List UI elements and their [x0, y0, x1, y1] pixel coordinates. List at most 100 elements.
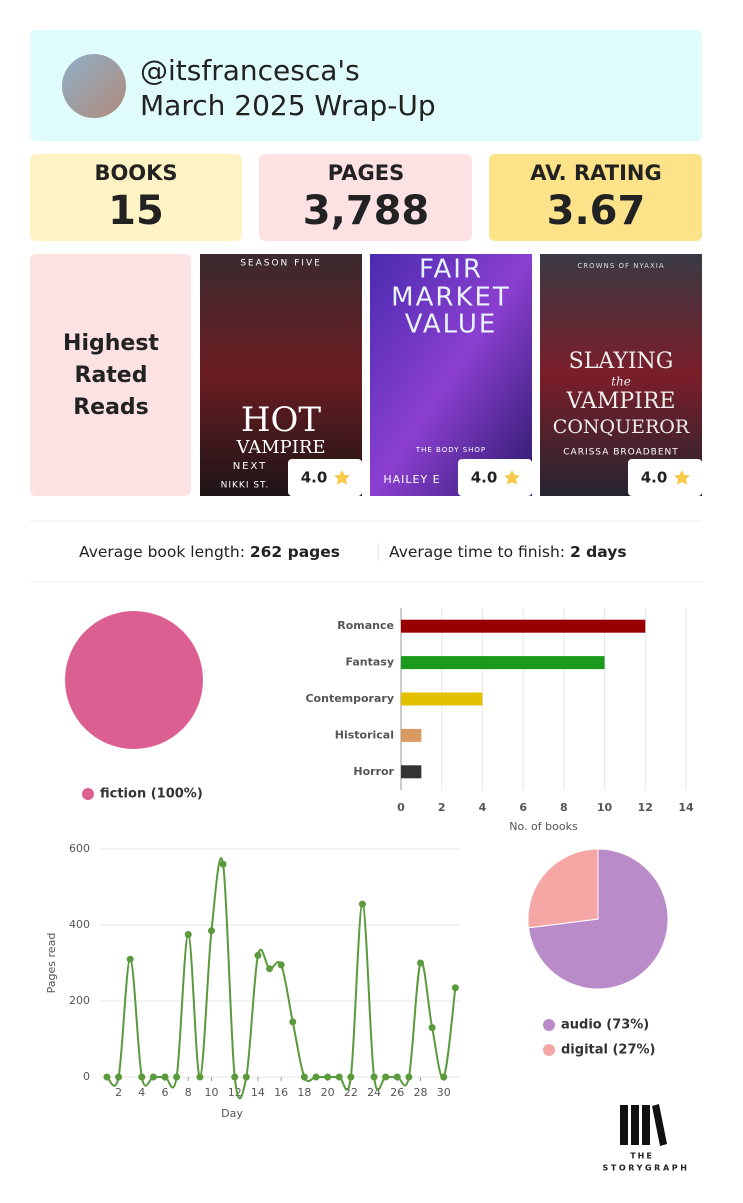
- x-tick-label: 4: [479, 801, 487, 814]
- bar: [401, 656, 605, 670]
- header-box: [30, 30, 702, 141]
- star-icon: [504, 470, 520, 485]
- cover-text: HOT: [241, 400, 322, 440]
- book-cover[interactable]: SEASON FIVE HOT VAMPIRE NEXT NIKKI ST. 4…: [200, 254, 362, 496]
- wrap-up-title: March 2025 Wrap-Up: [140, 89, 436, 122]
- legend-label: fiction (100%): [100, 787, 203, 802]
- line-point: [173, 1073, 181, 1081]
- average-length: Average book length: 262 pages: [79, 543, 340, 561]
- legend-label: audio (73%): [561, 1018, 649, 1033]
- line-point: [266, 965, 274, 973]
- line-point: [196, 1073, 204, 1081]
- y-tick-label: Horror: [353, 765, 394, 778]
- legend-label: digital (27%): [561, 1043, 656, 1058]
- legend-swatch: [543, 1044, 555, 1056]
- legend-swatch: [543, 1019, 555, 1031]
- stat-label: PAGES: [328, 161, 404, 185]
- stat-box: [30, 154, 242, 241]
- y-axis-label: Pages read: [45, 933, 58, 994]
- bar: [401, 728, 422, 742]
- line-point: [300, 1073, 308, 1081]
- line-point: [289, 1018, 297, 1026]
- cover-text: CONQUEROR: [553, 416, 690, 438]
- x-tick-label: 14: [251, 1086, 265, 1099]
- stat-value: 3,788: [303, 188, 430, 234]
- rating-badge: [458, 459, 532, 496]
- avatar: [62, 54, 126, 118]
- line-series: [105, 857, 457, 1100]
- x-tick-label: 2: [115, 1086, 122, 1099]
- cover-text: VAMPIRE: [235, 437, 325, 458]
- x-tick-label: 16: [274, 1086, 288, 1099]
- y-tick-label: 200: [69, 994, 90, 1007]
- logo-bar: [620, 1105, 628, 1145]
- line-point: [207, 927, 215, 935]
- x-tick-label: 20: [321, 1086, 335, 1099]
- line-point: [382, 1073, 390, 1081]
- y-tick-label: Contemporary: [305, 692, 394, 705]
- y-tick-label: 400: [69, 918, 90, 931]
- average-length-value: 262 pages: [250, 543, 340, 561]
- line-point: [440, 1073, 448, 1081]
- highest-rated-title: Reads: [73, 395, 149, 420]
- cover-text: NIKKI ST.: [221, 481, 270, 491]
- average-length-label: Average book length:: [79, 543, 245, 561]
- x-tick-label: 10: [204, 1086, 218, 1099]
- logo-text: STORYGRAPH: [602, 1164, 689, 1173]
- y-tick-label: 0: [83, 1070, 90, 1083]
- book-cover[interactable]: FAIR MARKET VALUE THE BODY SHOP HAILEY E…: [370, 254, 532, 496]
- line-point: [242, 1073, 250, 1081]
- line-point: [451, 984, 459, 992]
- x-axis-label: Day: [221, 1107, 243, 1120]
- y-tick-label: Fantasy: [345, 656, 394, 669]
- stat-value: 3.67: [547, 188, 646, 234]
- average-time-value: 2 days: [570, 543, 627, 561]
- line-point: [393, 1073, 401, 1081]
- x-tick-label: 8: [560, 801, 568, 814]
- y-tick-label: Romance: [337, 619, 394, 632]
- line-point: [358, 900, 366, 908]
- cover-text: SLAYING: [569, 349, 674, 374]
- rating-badge: [288, 459, 362, 496]
- line-point: [126, 955, 134, 963]
- handle: @itsfrancesca's: [140, 54, 360, 87]
- book-cover[interactable]: CROWNS OF NYAXIA SLAYING the VAMPIRE CON…: [540, 254, 702, 496]
- x-tick-label: 26: [390, 1086, 404, 1099]
- stat-box: [489, 154, 702, 241]
- line-point: [184, 931, 192, 938]
- cover-art: [540, 254, 702, 496]
- storygraph-logo: THE STORYGRAPH: [602, 1104, 689, 1173]
- cover-text: NEXT: [233, 461, 268, 472]
- line-point: [405, 1073, 413, 1081]
- x-tick-label: 14: [678, 801, 694, 814]
- cover-text: THE BODY SHOP: [415, 446, 486, 454]
- x-tick-label: 30: [437, 1086, 451, 1099]
- book-rating: 4.0: [301, 469, 328, 487]
- book-rating: 4.0: [641, 469, 668, 487]
- line-point: [103, 1073, 111, 1081]
- book-rating: 4.0: [471, 469, 498, 487]
- line-point: [277, 961, 285, 969]
- star-icon: [334, 470, 350, 485]
- line-point: [335, 1073, 343, 1081]
- y-tick-label: Historical: [335, 728, 394, 741]
- cover-text: HAILEY E: [383, 473, 440, 486]
- highest-rated-title: Rated: [75, 363, 148, 388]
- logo-text: THE: [630, 1152, 654, 1161]
- logo-bar: [631, 1105, 639, 1145]
- line-point: [254, 951, 262, 959]
- line-point: [347, 1073, 355, 1081]
- x-tick-label: 10: [597, 801, 613, 814]
- logo-bar: [652, 1104, 667, 1146]
- cover-text: MARKET: [391, 283, 511, 313]
- line-point: [138, 1073, 146, 1081]
- cover-text: VALUE: [405, 310, 498, 340]
- x-tick-label: 6: [519, 801, 527, 814]
- cover-text: the: [611, 375, 631, 389]
- bar: [401, 765, 422, 779]
- stat-value: 15: [108, 188, 164, 234]
- cover-text: FAIR: [419, 255, 483, 285]
- average-time-label: Average time to finish:: [389, 543, 565, 561]
- cover-text: CROWNS OF NYAXIA: [577, 262, 664, 270]
